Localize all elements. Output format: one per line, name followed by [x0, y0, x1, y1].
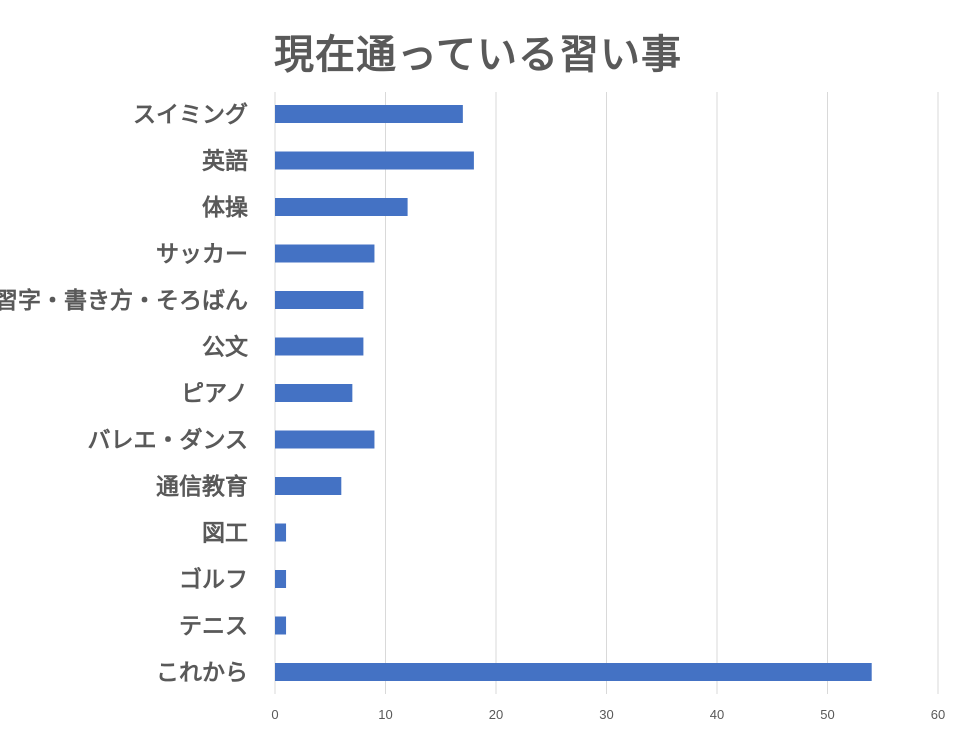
bar [275, 570, 287, 588]
bar [275, 105, 463, 123]
bar [275, 244, 375, 263]
gridlines [274, 92, 939, 694]
category-label: これから [156, 660, 248, 686]
x-tick-labels: 0 10 20 30 40 50 60 [271, 707, 945, 722]
bar [275, 523, 287, 542]
category-label: 公文 [202, 334, 249, 361]
category-label: 習字・書き方・そろばん [0, 287, 248, 314]
category-label: ゴルフ [179, 566, 248, 593]
chart-title: 現在通っている習い事 [274, 32, 682, 78]
bar [275, 663, 872, 681]
category-label: ピアノ [181, 381, 248, 407]
bar [275, 616, 287, 635]
bars [275, 105, 872, 681]
category-labels: スイミング英語体操サッカー習字・書き方・そろばん公文ピアノバレエ・ダンス通信教育… [0, 101, 249, 686]
x-tick-label: 20 [489, 707, 503, 722]
category-label: テニス [179, 614, 248, 640]
x-tick-label: 30 [599, 707, 613, 722]
category-label: 英語 [202, 148, 248, 175]
x-tick-label: 40 [710, 707, 724, 722]
category-label: スイミング [133, 101, 248, 128]
category-label: 図工 [202, 521, 248, 547]
bar [275, 151, 474, 170]
bar [275, 430, 375, 449]
bar [275, 477, 342, 495]
bar [275, 198, 408, 216]
bar [275, 384, 353, 402]
category-label: 通信教育 [156, 473, 248, 500]
x-tick-label: 50 [820, 707, 834, 722]
bar [275, 291, 364, 309]
x-tick-label: 60 [931, 707, 945, 722]
x-tick-label: 0 [271, 707, 278, 722]
category-label: サッカー [156, 242, 248, 268]
x-tick-label: 10 [378, 707, 392, 722]
category-label: 体操 [202, 195, 248, 221]
category-label: バレエ・ダンス [87, 427, 248, 454]
bar [275, 337, 364, 356]
